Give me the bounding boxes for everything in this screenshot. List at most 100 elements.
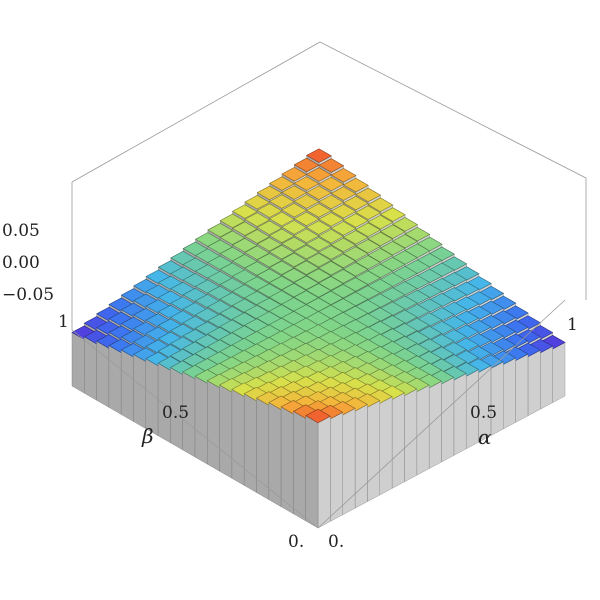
bar-top <box>342 213 369 228</box>
bar-top <box>281 252 307 268</box>
bar-top <box>392 217 419 232</box>
bar-side <box>441 377 455 463</box>
box-edge <box>71 329 319 529</box>
bar-side <box>280 406 294 515</box>
bar-top <box>268 244 295 260</box>
alpha-axis-label: α <box>478 425 492 449</box>
bar <box>305 408 331 529</box>
bar-top <box>392 234 418 249</box>
bar-side <box>84 336 97 401</box>
bar-top <box>256 220 283 235</box>
bar-side <box>330 411 343 522</box>
bar-top <box>317 276 344 291</box>
bar-side <box>354 404 368 509</box>
alpha-tick-label: 1 <box>567 315 578 335</box>
bar-top <box>355 255 381 270</box>
bar-side <box>527 349 541 417</box>
bar-top <box>268 228 295 244</box>
bar-top <box>281 236 308 252</box>
bar-top <box>305 252 332 268</box>
bar-side <box>503 357 516 430</box>
bar-top <box>305 185 332 200</box>
bar-top <box>268 176 295 191</box>
bar-top <box>342 246 369 261</box>
bar-top <box>244 212 271 227</box>
bar-side <box>268 402 282 508</box>
bar-top <box>256 185 283 201</box>
bar-top <box>293 275 320 291</box>
bar-top <box>330 237 357 253</box>
bar-top <box>330 186 357 201</box>
bar-top <box>207 222 234 238</box>
bar-top <box>306 148 332 163</box>
bar-top <box>355 205 382 220</box>
z-tick-label: 0.05 <box>2 221 40 241</box>
bar-side <box>342 408 356 516</box>
bar-top <box>268 211 295 227</box>
bar-side <box>515 353 529 423</box>
box-edge <box>317 299 566 529</box>
box-edge <box>319 41 587 179</box>
bar-top <box>318 261 344 276</box>
alpha-tick-label: 0. <box>328 532 344 552</box>
bar-top <box>305 167 332 182</box>
bar-side <box>108 345 122 415</box>
bar-top <box>305 236 332 252</box>
beta-axis-label: β <box>141 424 154 448</box>
bar-top <box>318 176 345 192</box>
bar-top <box>367 231 394 247</box>
bar-top <box>281 268 307 283</box>
bars-layer <box>71 148 566 529</box>
bar-side <box>71 332 85 394</box>
bar-side <box>540 345 553 410</box>
bar-top <box>293 244 320 260</box>
bar-top <box>379 241 406 256</box>
bar-side <box>293 410 306 522</box>
bar-side <box>231 389 245 486</box>
bar-top <box>342 195 369 211</box>
bar-top <box>318 245 344 260</box>
bar-top <box>256 253 283 268</box>
bar-side <box>428 380 442 469</box>
bar-top <box>330 204 357 219</box>
bar-top <box>355 239 381 254</box>
beta-tick-label: 0.5 <box>162 403 189 423</box>
bar-side <box>552 342 566 403</box>
bar-top <box>367 214 394 230</box>
alpha-tick-label: 0.5 <box>470 403 497 423</box>
bar-top <box>281 185 308 200</box>
bar-side <box>133 353 147 429</box>
bar-top <box>219 213 246 229</box>
bar-top <box>318 229 345 244</box>
bar-side <box>379 396 393 496</box>
bar-top <box>293 176 320 191</box>
bar-top <box>330 253 357 269</box>
bar-top <box>244 245 271 260</box>
bar-side <box>404 388 417 483</box>
bar-top <box>305 220 332 235</box>
z-tick-label: −0.05 <box>2 285 54 305</box>
beta-tick-label: 0. <box>288 532 304 552</box>
bar-top <box>293 211 320 227</box>
bar-top <box>293 194 320 209</box>
bar-top <box>404 226 431 242</box>
bar-top <box>318 158 345 173</box>
bounding-box-back <box>71 41 587 330</box>
bar-side <box>453 373 467 456</box>
bar-top <box>256 203 283 218</box>
bar-top <box>244 229 271 244</box>
bar-top <box>244 195 271 210</box>
box-edge <box>71 41 321 183</box>
bar-side <box>367 400 380 502</box>
bar-side <box>490 361 504 436</box>
bar-top <box>342 177 369 193</box>
bar-top <box>305 283 332 298</box>
bar-top <box>281 203 308 218</box>
bar-top <box>367 197 394 212</box>
bar-top <box>367 248 394 263</box>
bar-side <box>207 380 220 472</box>
bounding-box-front <box>71 299 566 529</box>
bar-top <box>342 262 369 277</box>
